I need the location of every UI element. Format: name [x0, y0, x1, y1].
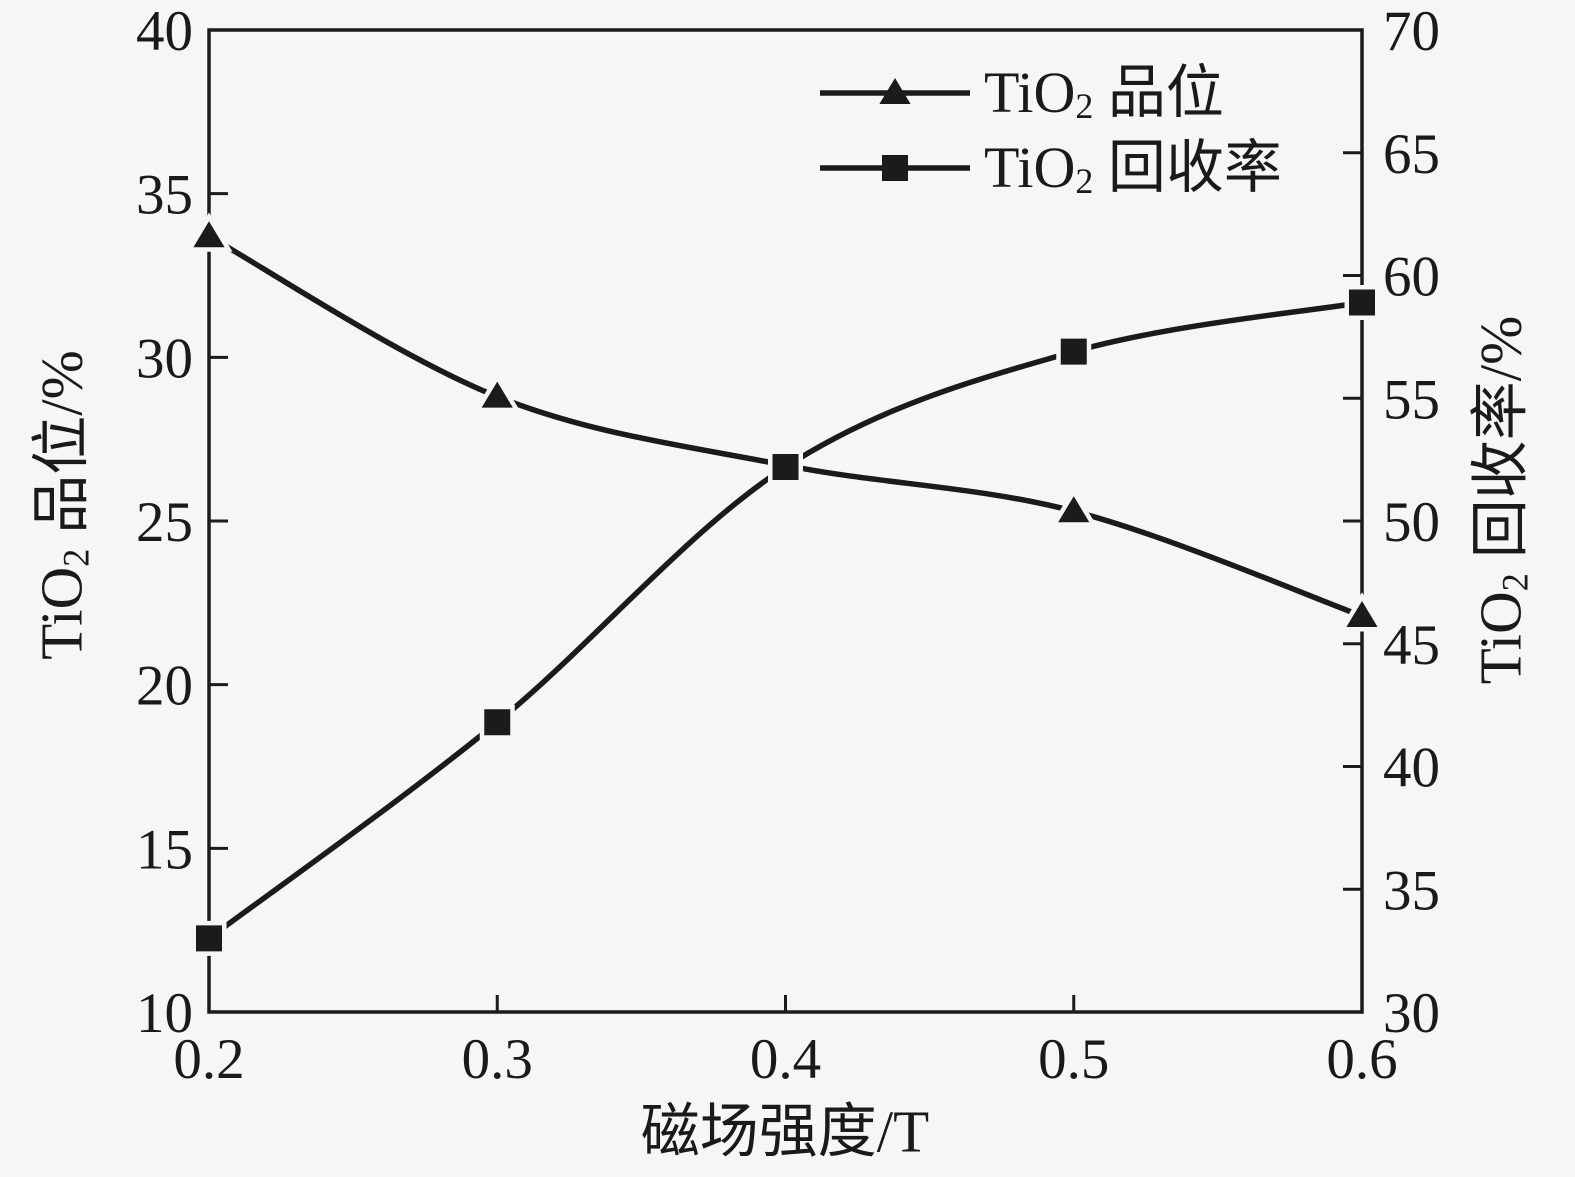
- left-axis-tick-label: 35: [136, 164, 193, 227]
- legend-triangle-swatch: [820, 77, 970, 104]
- left-axis-tick-label: 10: [136, 982, 193, 1045]
- triangle-marker: [481, 381, 513, 408]
- legend-label-1: TiO2 回收率: [984, 138, 1282, 199]
- left-axis-title-prefix: TiO: [28, 566, 95, 660]
- left-axis-title-suffix: 品位/%: [28, 350, 95, 549]
- series-grade: [185, 212, 1386, 632]
- legend-label-prefix: TiO: [984, 59, 1076, 125]
- legend-label-suffix: 回收率: [1093, 134, 1282, 200]
- series-line-0: [207, 233, 1363, 619]
- square-marker: [484, 709, 511, 736]
- triangle-marker: [1058, 496, 1090, 523]
- square-marker: [196, 925, 222, 952]
- right-axis-tick-label: 55: [1383, 368, 1440, 431]
- axis-ticks: [209, 151, 1362, 1012]
- right-axis-tick-label: 35: [1383, 859, 1440, 922]
- left-axis-tick-label: 15: [136, 818, 193, 881]
- right-axis-tick-label: 70: [1383, 0, 1440, 63]
- legend-item-1: TiO2 回收率: [820, 130, 1282, 205]
- triangle-marker: [1346, 600, 1378, 627]
- legend: TiO2 品位 TiO2 回收率: [820, 55, 1282, 205]
- x-axis-title: 磁场强度/T: [640, 1098, 930, 1165]
- axis-tick-labels: 10 15 20 25 30 35 40 30 35 40 45 50 55 60 65 70 0.2 0.3 0.…: [136, 0, 1440, 1091]
- left-axis-tick-label: 40: [136, 0, 193, 63]
- right-axis-title-suffix: 回收率/%: [1467, 315, 1534, 574]
- x-axis-tick-label: 0.3: [462, 1028, 533, 1091]
- x-axis-tick-label: 0.6: [1326, 1028, 1397, 1091]
- legend-triangle-marker-icon: [879, 77, 911, 104]
- right-axis-tick-label: 45: [1383, 614, 1440, 677]
- legend-item-0: TiO2 品位: [820, 55, 1282, 130]
- right-axis-title: TiO2 回收率/%: [1468, 316, 1536, 685]
- legend-label-subscript: 2: [1075, 160, 1094, 201]
- legend-square-marker-icon: [882, 154, 908, 181]
- legend-label-suffix: 品位: [1093, 59, 1224, 125]
- triangle-marker: [193, 221, 225, 248]
- right-axis-title-subscript: 2: [1494, 573, 1536, 592]
- left-axis-tick-label: 25: [136, 491, 193, 554]
- right-axis-tick-label: 65: [1383, 123, 1440, 186]
- left-axis-title: TiO2 品位/%: [29, 350, 97, 660]
- left-axis-tick-label: 30: [136, 327, 193, 390]
- right-axis-title-prefix: TiO: [1467, 591, 1534, 685]
- series-recovery: [191, 285, 1380, 956]
- x-axis-tick-label: 0.2: [173, 1028, 244, 1091]
- legend-label-0: TiO2 品位: [984, 63, 1224, 124]
- left-axis-title-subscript: 2: [55, 548, 97, 567]
- legend-square-swatch: [820, 154, 970, 181]
- legend-label-prefix: TiO: [984, 134, 1076, 200]
- square-marker: [1060, 338, 1087, 365]
- x-axis-tick-label: 0.4: [750, 1028, 821, 1091]
- right-axis-tick-label: 60: [1383, 246, 1440, 309]
- left-axis-tick-label: 20: [136, 655, 193, 718]
- square-marker: [772, 453, 799, 480]
- right-axis-tick-label: 40: [1383, 737, 1440, 800]
- square-marker: [1349, 289, 1375, 316]
- right-axis-tick-label: 50: [1383, 491, 1440, 554]
- x-axis-tick-label: 0.5: [1038, 1028, 1109, 1091]
- right-axis-tick-label: 30: [1383, 982, 1440, 1045]
- legend-label-subscript: 2: [1075, 85, 1094, 126]
- series-line-1: [207, 299, 1363, 941]
